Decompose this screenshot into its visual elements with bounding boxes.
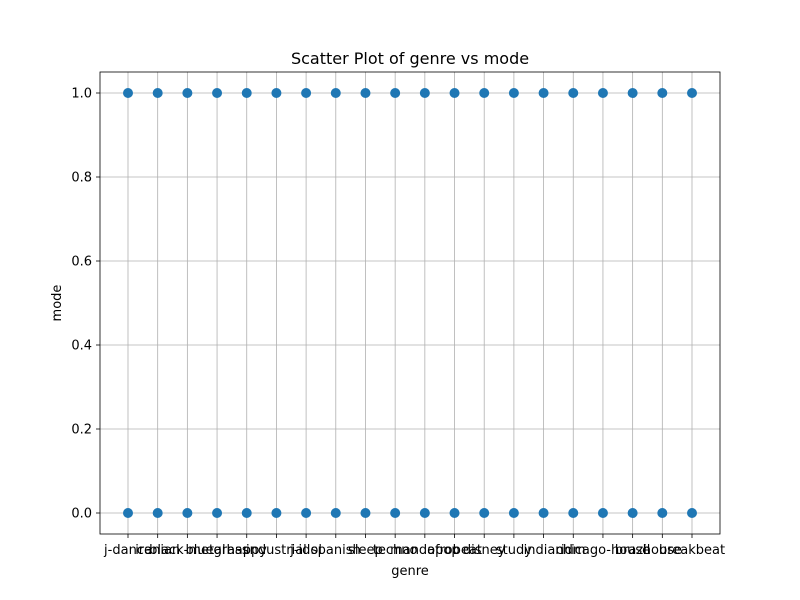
scatter-point <box>449 508 460 518</box>
scatter-point <box>152 88 163 98</box>
x-tick-label: idm <box>561 543 586 558</box>
scatter-point <box>538 508 549 518</box>
scatter-point <box>301 88 312 98</box>
scatter-point <box>597 88 608 98</box>
scatter-point <box>271 88 282 98</box>
plot-frame <box>99 71 721 535</box>
y-tick-label: 1.0 <box>71 87 92 102</box>
x-tick-label: brazil <box>615 543 651 558</box>
scatter-point <box>123 508 133 518</box>
scatter-point <box>508 508 519 518</box>
x-tick-label: techno <box>373 543 418 558</box>
x-tick-label: house <box>643 543 682 558</box>
x-tick-label: j-dance <box>103 543 152 558</box>
scatter-point <box>271 508 282 518</box>
scatter-point <box>330 88 341 98</box>
x-tick-label: disney <box>463 543 506 558</box>
x-tick-label: sleep <box>348 543 383 558</box>
y-tick-label: 0.6 <box>71 255 92 270</box>
x-tick-label: black-metal <box>149 543 226 558</box>
x-axis-label: genre <box>391 564 429 579</box>
scatter-point <box>479 88 490 98</box>
scatter-point <box>568 88 579 98</box>
scatter-point <box>390 88 401 98</box>
scatter-point <box>568 508 579 518</box>
scatter-point <box>627 88 638 98</box>
scatter-point <box>508 88 519 98</box>
x-tick-label: study <box>496 543 532 558</box>
scatter-point <box>301 508 312 518</box>
scatter-point <box>627 508 638 518</box>
scatter-point <box>419 508 430 518</box>
scatter-point <box>657 88 668 98</box>
x-tick-label: iranian <box>135 543 180 558</box>
x-tick-label: j-idol <box>289 543 322 558</box>
scatter-point <box>479 508 490 518</box>
x-tick-label: happy <box>227 543 268 558</box>
scatter-point <box>241 88 252 98</box>
data-points <box>123 88 697 518</box>
scatter-point <box>419 88 430 98</box>
x-tick-label: industrial <box>246 543 307 558</box>
scatter-point <box>212 88 223 98</box>
x-tick-label: bluegrass <box>185 543 248 558</box>
scatter-point <box>123 88 133 98</box>
scatter-point <box>152 508 163 518</box>
x-tick-label: mandopop <box>390 543 460 558</box>
y-tick-label: 0.4 <box>71 339 92 354</box>
x-tick-label: breakbeat <box>659 543 725 558</box>
scatter-point <box>360 88 371 98</box>
x-tick-label: spanish <box>311 543 361 558</box>
scatter-point <box>687 88 697 98</box>
scatter-point <box>657 508 668 518</box>
y-tick-label: 0.2 <box>71 423 92 438</box>
x-tick-label: indian <box>524 543 564 558</box>
scatter-point <box>360 508 371 518</box>
scatter-point <box>687 508 697 518</box>
scatter-point <box>182 508 193 518</box>
scatter-point <box>597 508 608 518</box>
scatter-point <box>538 88 549 98</box>
y-gridlines <box>100 92 720 514</box>
y-axis-label: mode <box>50 285 65 322</box>
chart-title: Scatter Plot of genre vs mode <box>291 49 529 68</box>
x-axis-ticks: j-danceiranianblack-metalbluegrasshappyi… <box>103 534 725 558</box>
scatter-point <box>330 508 341 518</box>
y-tick-label: 0.0 <box>71 507 92 522</box>
x-tick-label: chicago-house <box>556 543 650 558</box>
x-tick-label: afrobeat <box>427 543 482 558</box>
x-gridlines <box>127 72 693 534</box>
scatter-point <box>241 508 252 518</box>
scatter-point <box>449 88 460 98</box>
scatter-point <box>390 508 401 518</box>
y-tick-label: 0.8 <box>71 171 92 186</box>
scatter-point <box>182 88 193 98</box>
y-axis-ticks: 0.0 0.2 0.4 0.6 0.8 1.0 <box>71 87 100 522</box>
scatter-point <box>212 508 223 518</box>
